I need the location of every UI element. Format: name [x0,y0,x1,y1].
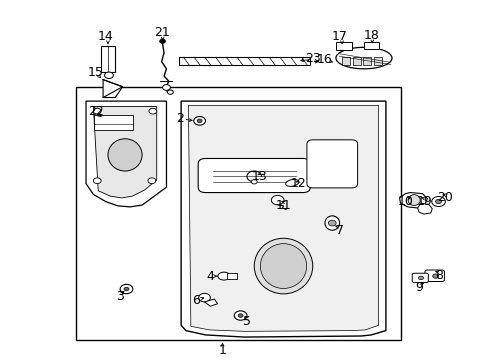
Circle shape [93,108,101,114]
Circle shape [197,119,202,123]
Polygon shape [399,193,427,208]
FancyBboxPatch shape [411,273,427,283]
Bar [341,57,349,65]
Circle shape [251,180,257,184]
Bar [352,57,360,65]
Ellipse shape [260,244,306,288]
Ellipse shape [335,47,391,69]
Text: 22: 22 [88,105,103,118]
Circle shape [328,220,335,226]
Text: 18: 18 [363,29,378,42]
Polygon shape [103,80,122,98]
Text: 21: 21 [153,27,169,40]
Ellipse shape [254,238,312,294]
FancyBboxPatch shape [306,140,357,188]
FancyBboxPatch shape [424,270,444,282]
Text: 1: 1 [218,344,226,357]
Text: 3: 3 [116,290,124,303]
Text: 2: 2 [176,112,183,125]
Circle shape [238,314,243,318]
Text: 17: 17 [331,30,347,43]
Ellipse shape [108,139,142,171]
Circle shape [271,195,284,205]
Text: 16: 16 [316,53,332,66]
Text: 4: 4 [206,270,214,283]
Circle shape [93,178,101,184]
Circle shape [148,178,156,184]
Ellipse shape [285,179,298,186]
Circle shape [418,276,423,280]
Circle shape [162,85,170,90]
Bar [94,116,133,130]
Ellipse shape [407,195,419,206]
Bar [373,57,381,65]
Text: 14: 14 [98,30,113,43]
Ellipse shape [325,216,339,230]
Polygon shape [417,203,431,214]
Bar [335,42,351,50]
Circle shape [198,293,210,302]
Circle shape [159,39,165,43]
Text: 5: 5 [243,315,250,328]
Circle shape [193,117,205,125]
Text: 12: 12 [290,177,305,190]
Polygon shape [181,101,385,337]
Text: 15: 15 [88,66,103,79]
Text: 23: 23 [304,51,320,64]
Text: 10: 10 [397,195,412,208]
Circle shape [149,108,157,114]
FancyBboxPatch shape [198,158,310,193]
Polygon shape [188,105,378,331]
Circle shape [234,311,246,320]
Circle shape [432,274,438,278]
Bar [363,42,378,49]
Polygon shape [93,107,157,198]
Circle shape [167,90,173,94]
Bar [363,57,370,65]
Text: 20: 20 [437,192,452,204]
Text: 13: 13 [251,170,266,183]
Circle shape [120,284,133,294]
Bar [227,273,237,279]
Circle shape [431,197,445,207]
Circle shape [435,199,441,204]
Polygon shape [204,299,217,306]
Circle shape [104,72,113,78]
Ellipse shape [218,272,230,280]
Text: 19: 19 [416,195,432,208]
Text: 11: 11 [275,199,291,212]
Text: 9: 9 [414,281,422,294]
Bar [76,87,400,339]
Polygon shape [86,101,166,207]
Text: 6: 6 [191,294,199,307]
Circle shape [124,287,129,291]
Text: 7: 7 [335,224,343,237]
Bar [178,57,310,65]
Text: 8: 8 [435,269,443,282]
Bar [101,45,115,72]
